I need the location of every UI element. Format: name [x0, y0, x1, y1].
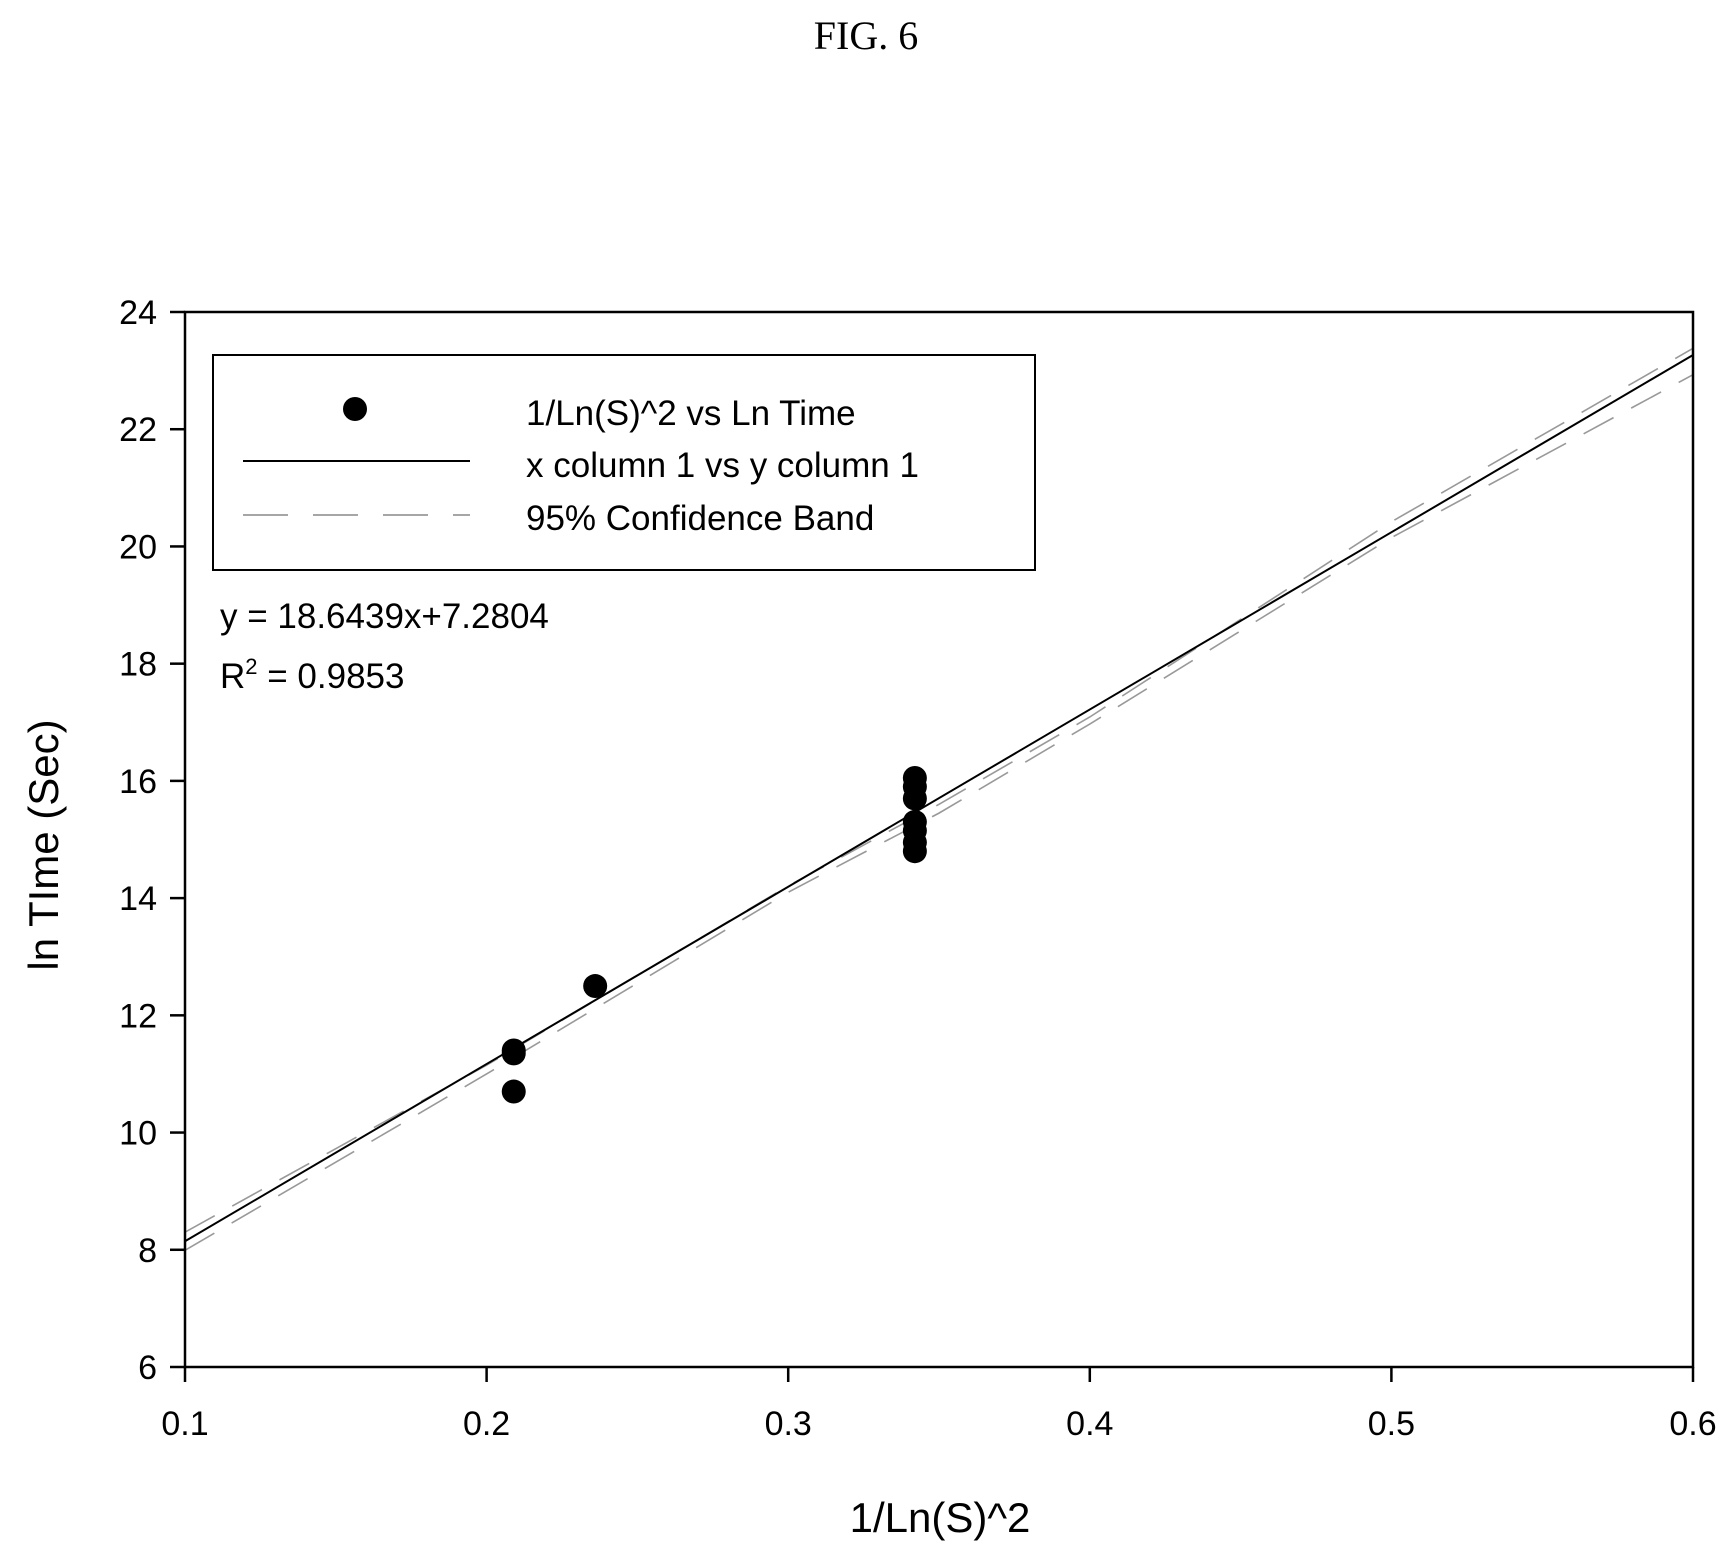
y-tick-label: 12	[119, 997, 157, 1035]
y-axis-title: ln TIme (Sec)	[20, 719, 67, 970]
plot-frame	[183, 310, 1695, 1369]
legend-label-fit-line: x column 1 vs y column 1	[526, 446, 919, 485]
x-tick-label: 0.1	[161, 1405, 208, 1443]
data-point	[902, 839, 927, 864]
x-tick-label: 0.6	[1669, 1405, 1716, 1443]
x-tick-label: 0.5	[1368, 1405, 1415, 1443]
y-tick-label: 8	[138, 1232, 157, 1270]
r-squared-superscript: 2	[245, 654, 257, 679]
regression-line-layer	[184, 354, 1694, 1243]
data-point	[501, 1079, 526, 1104]
legend-label-confidence-band: 95% Confidence Band	[526, 499, 874, 538]
r-squared-value: = 0.9853	[258, 657, 405, 696]
figure-title: FIG. 6	[813, 13, 919, 58]
y-tick-label: 24	[119, 294, 157, 332]
legend-marker-scatter	[343, 397, 367, 421]
data-point	[902, 786, 927, 811]
regression-equation: y = 18.6439x+7.2804	[220, 597, 549, 636]
y-tick-label: 16	[119, 763, 157, 801]
legend-box	[212, 354, 1036, 571]
data-point	[583, 974, 608, 999]
r-squared-annotation: R2 = 0.9853	[220, 654, 404, 696]
legend-label-scatter: 1/Ln(S)^2 vs Ln Time	[526, 394, 856, 433]
data-point	[501, 1041, 526, 1066]
x-tick-label: 0.2	[463, 1405, 510, 1443]
y-tick-label: 18	[119, 646, 157, 684]
y-tick-label: 14	[119, 880, 157, 918]
x-tick-label: 0.4	[1066, 1405, 1113, 1443]
y-tick-label: 10	[119, 1115, 157, 1153]
y-axis-ticks: 6 8 10 12 14 16 18 20 22 24	[119, 294, 185, 1387]
x-tick-label: 0.3	[765, 1405, 812, 1443]
legend: 1/Ln(S)^2 vs Ln Time x column 1 vs y col…	[212, 354, 1036, 571]
regression-line	[184, 354, 1694, 1243]
y-tick-label: 22	[119, 411, 157, 449]
data-points-layer	[501, 765, 927, 1104]
y-tick-label: 20	[119, 528, 157, 566]
confidence-band-lower	[184, 374, 1694, 1252]
x-axis-title: 1/Ln(S)^2	[850, 1494, 1031, 1541]
r-squared-symbol: R	[220, 657, 245, 696]
x-axis-ticks: 0.1 0.2 0.3 0.4 0.5 0.6	[161, 1367, 1717, 1443]
y-tick-label: 6	[138, 1349, 157, 1387]
